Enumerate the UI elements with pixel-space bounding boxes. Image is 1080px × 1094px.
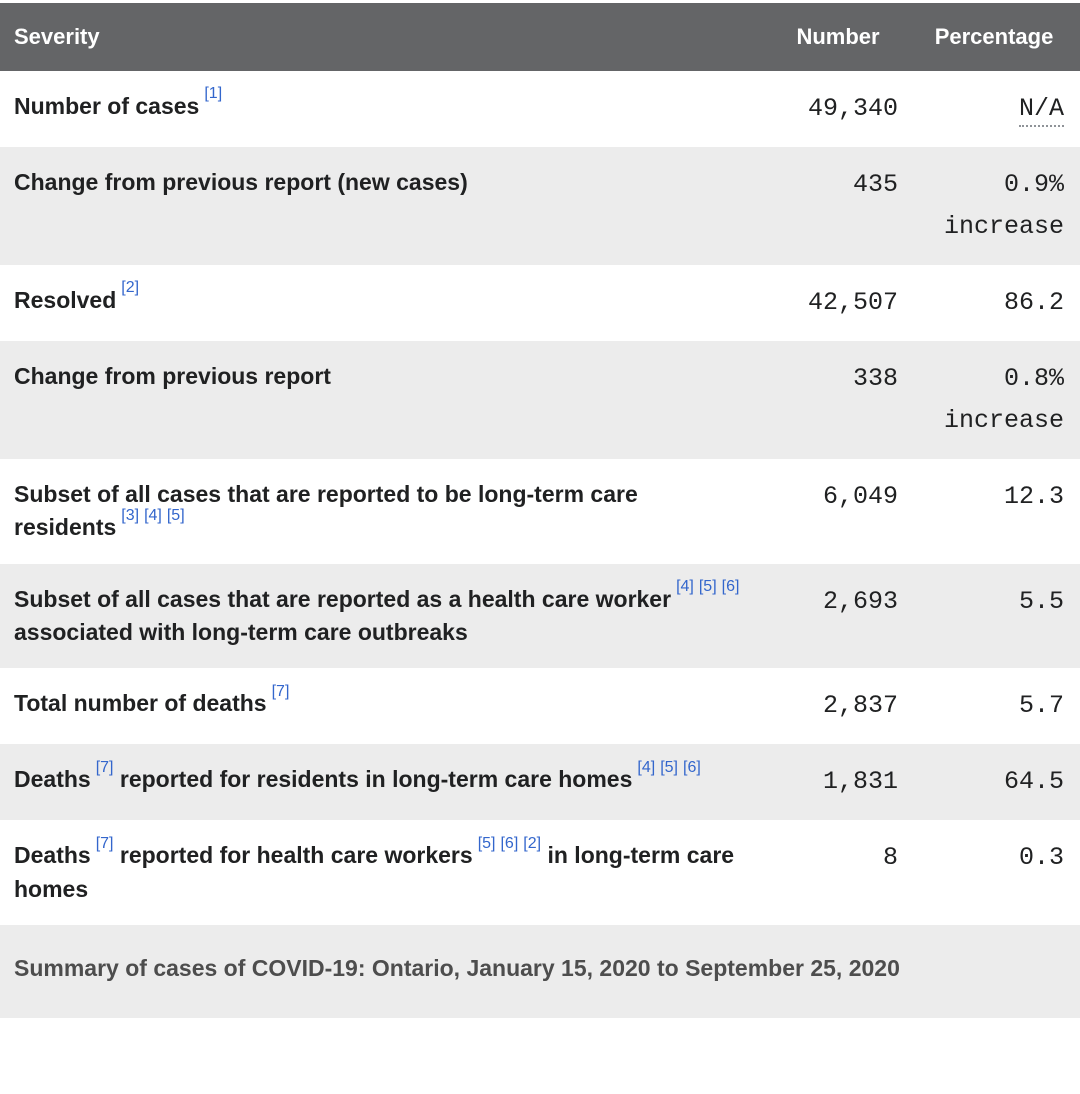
number-cell: 2,693 xyxy=(822,586,898,616)
severity-cell: Deaths [7] reported for residents in long… xyxy=(0,744,768,820)
number-cell: 435 xyxy=(852,170,898,199)
column-header-severity: Severity xyxy=(0,3,768,71)
severity-cell: Deaths [7] reported for health care worke… xyxy=(0,820,768,925)
reference-superscript: [6] xyxy=(683,759,701,776)
number-cell: 2,837 xyxy=(822,691,898,721)
table-row: Deaths [7] reported for residents in long… xyxy=(0,744,1080,821)
severity-label-text: associated with long-term care outbreaks xyxy=(14,619,468,646)
reference-superscript: [5] xyxy=(478,835,496,852)
severity-cell: Number of cases [1] xyxy=(0,71,768,147)
percentage-cell: 0.9% increase xyxy=(943,170,1064,241)
severity-cell: Subset of all cases that are reported as… xyxy=(0,564,768,669)
severity-cell: Change from previous report (new cases) xyxy=(0,147,768,265)
reference-superscript: [6] xyxy=(500,835,518,852)
table-body: Number of cases [1] 49,340 N/A Change from p… xyxy=(0,71,1080,926)
reference-superscript: [3] xyxy=(121,507,139,524)
reference-link[interactable]: [7] xyxy=(271,682,290,700)
severity-cell: Change from previous report xyxy=(0,341,768,459)
severity-label-text: Change from previous report (new cases) xyxy=(14,169,468,195)
percentage-cell: 64.5 xyxy=(1003,767,1064,797)
reference-link[interactable]: [4] xyxy=(676,578,694,596)
reference-link[interactable]: [5] xyxy=(660,758,678,776)
header-row: Severity Number Percentage xyxy=(0,3,1080,71)
severity-label-text: reported for residents in long-term care… xyxy=(113,766,633,793)
page: Severity Number Percentage Number of cas… xyxy=(0,3,1080,1018)
reference-superscript: [7] xyxy=(96,835,114,852)
table-caption-text: Summary of cases of COVID-19: Ontario, J… xyxy=(14,955,900,982)
severity-label-text: reported for health care workers xyxy=(113,842,473,869)
table-row: Change from previous report (new cases) 4… xyxy=(0,147,1080,265)
reference-link[interactable]: [6] xyxy=(500,834,519,852)
severity-label-text: Resolved xyxy=(14,287,117,313)
reference-superscript: [5] xyxy=(167,507,185,524)
table-row: Subset of all cases that are reported to… xyxy=(0,459,1080,564)
table-row: Subset of all cases that are reported as… xyxy=(0,563,1080,669)
percentage-cell: 5.5 xyxy=(1018,586,1064,616)
severity-cell: Total number of deaths [7] xyxy=(0,668,768,744)
table-row: Change from previous report 338 0.8% incre… xyxy=(0,341,1080,459)
number-cell: 1,831 xyxy=(822,767,898,797)
reference-superscript: [7] xyxy=(96,759,114,776)
reference-link[interactable]: [3] xyxy=(121,506,140,524)
percentage-cell: N/A xyxy=(918,71,1080,147)
severity-label-text: Subset of all cases that are reported as… xyxy=(14,585,672,612)
table-row: Total number of deaths [7] 2,837 5.7 xyxy=(0,668,1080,745)
reference-link[interactable]: [7] xyxy=(95,834,114,852)
reference-superscript: [2] xyxy=(121,279,139,296)
table-caption: Summary of cases of COVID-19: Ontario, J… xyxy=(0,925,1080,1018)
severity-label-text: Number of cases xyxy=(14,93,200,119)
number-cell: 42,507 xyxy=(807,288,898,317)
column-header-percentage: Percentage xyxy=(918,3,1080,71)
reference-superscript: [7] xyxy=(272,683,290,700)
reference-link[interactable]: [6] xyxy=(683,758,701,776)
number-cell: 338 xyxy=(852,364,898,393)
number-cell: 8 xyxy=(882,843,898,873)
reference-superscript: [5] xyxy=(699,578,717,595)
percentage-cell: 86.2 xyxy=(1003,288,1064,317)
severity-label-text: Subset of all cases that are reported to… xyxy=(14,481,638,541)
percentage-cell: 5.7 xyxy=(1018,691,1064,721)
table-row: Deaths [7] reported for health care worke… xyxy=(0,820,1080,926)
reference-superscript: [5] xyxy=(660,759,678,776)
reference-link[interactable]: [1] xyxy=(204,85,223,103)
reference-link[interactable]: [6] xyxy=(721,578,740,596)
table-row: Resolved [2] 42,507 86.2 xyxy=(0,265,1080,341)
number-cell: 6,049 xyxy=(822,482,898,511)
reference-link[interactable]: [2] xyxy=(523,834,542,852)
percentage-cell: 0.3 xyxy=(1018,843,1064,873)
percentage-cell: 12.3 xyxy=(1003,482,1064,511)
percentage-cell: 0.8% increase xyxy=(943,364,1064,435)
reference-link[interactable]: [5] xyxy=(698,578,717,596)
reference-link[interactable]: [5] xyxy=(477,834,496,852)
column-header-number: Number xyxy=(768,3,918,71)
reference-link[interactable]: [2] xyxy=(121,279,140,297)
reference-superscript: [6] xyxy=(722,578,740,595)
severity-label-text: Deaths xyxy=(14,766,91,793)
severity-label-text: Deaths xyxy=(14,842,91,869)
severity-label-text: in long-term care homes xyxy=(14,842,735,902)
na-abbreviation: N/A xyxy=(1018,94,1064,127)
severity-cell: Subset of all cases that are reported to… xyxy=(0,459,768,564)
reference-superscript: [4] xyxy=(637,759,655,776)
reference-link[interactable]: [5] xyxy=(166,506,185,524)
reference-superscript: [2] xyxy=(523,835,541,852)
severity-label-text: Total number of deaths xyxy=(14,690,267,717)
severity-label-text: Change from previous report xyxy=(14,363,331,389)
reference-superscript: [1] xyxy=(204,85,222,102)
reference-superscript: [4] xyxy=(676,578,694,595)
number-cell: 49,340 xyxy=(807,94,898,123)
severity-cell: Resolved [2] xyxy=(0,265,768,341)
reference-superscript: [4] xyxy=(144,507,162,524)
table-row: Number of cases [1] 49,340 N/A xyxy=(0,71,1080,147)
reference-link[interactable]: [4] xyxy=(637,758,656,776)
reference-link[interactable]: [4] xyxy=(144,506,162,524)
covid-summary-table: Severity Number Percentage Number of cas… xyxy=(0,3,1080,926)
reference-link[interactable]: [7] xyxy=(95,758,114,776)
